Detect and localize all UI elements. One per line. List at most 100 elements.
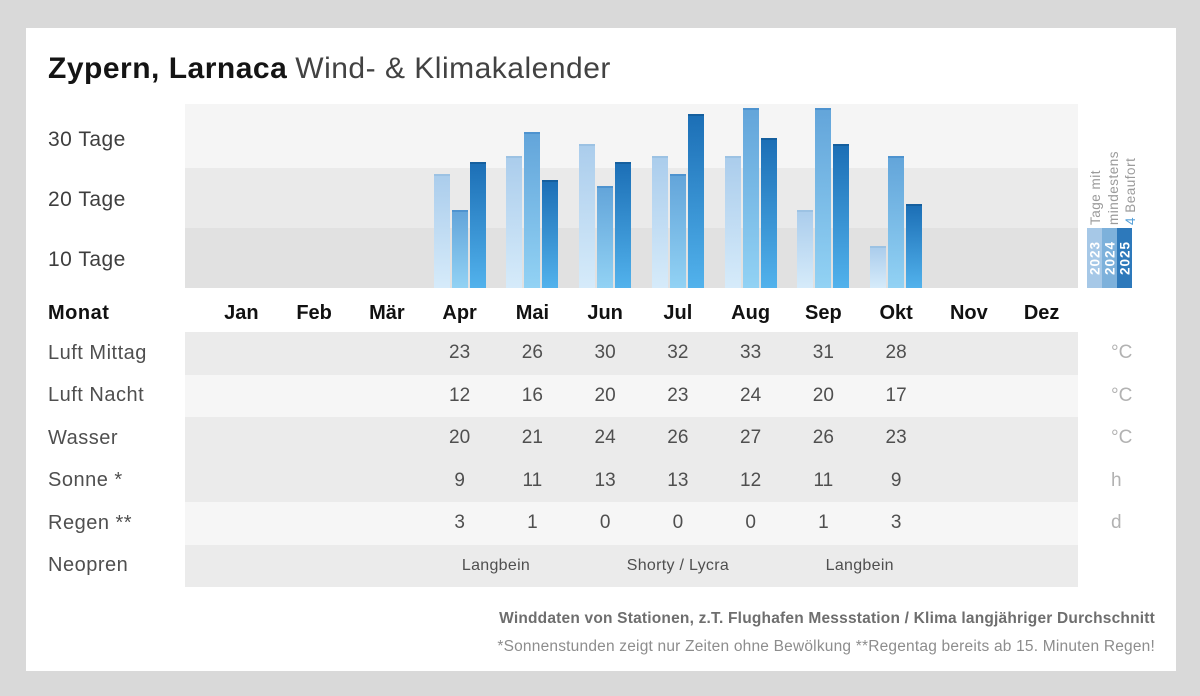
bar-2025-mai: [542, 180, 559, 288]
bar-2023-aug: [724, 156, 741, 288]
legend-caption-line2: mindestens: [1105, 150, 1121, 225]
cell-okt: 17: [885, 384, 907, 406]
month-header-okt: Okt: [879, 301, 913, 324]
bar-2025-jun: [615, 162, 632, 288]
bar-2024-apr: [451, 210, 468, 288]
cell-apr: 9: [454, 469, 465, 491]
cell-jan: [205, 332, 278, 375]
table-row-neopren: Neopren Langbein Shorty / Lycra Langbein: [26, 544, 1176, 587]
cell-mai: 11: [522, 469, 543, 491]
bar-2024-sep: [815, 108, 832, 288]
month-header-jun: Jun: [587, 301, 623, 324]
cell-mai: 21: [521, 427, 543, 449]
bar-2024-okt: [888, 156, 905, 288]
legend-year-label-2025: 2025: [1117, 240, 1132, 276]
cell-mai: 16: [521, 384, 543, 406]
chart-band-30-days: [185, 104, 1078, 168]
row-cells: 23 26 30 32 33 31 28: [185, 332, 1078, 375]
y-axis-tick-30: 30 Tage: [48, 128, 126, 151]
cell-aug: 33: [740, 342, 762, 364]
cell-okt: 23: [885, 427, 907, 449]
table-row-luft-nacht: Luft Nacht 12 16 20 23 24 20 17 °C: [26, 374, 1176, 418]
cell-nov: [933, 332, 1006, 375]
neopren-span: Langbein: [461, 556, 531, 574]
table-row-sonne: Sonne * 9 11 13 13 12 11 9 h: [26, 459, 1176, 503]
y-axis-tick-10: 10 Tage: [48, 248, 126, 271]
cell-apr: 12: [449, 384, 471, 406]
row-cells: 9 11 13 13 12 11 9: [185, 460, 1078, 503]
month-header-mai: Mai: [515, 301, 550, 324]
row-label: Luft Mittag: [48, 341, 147, 364]
table-row-luft-mittag: Luft Mittag 23 26 30 32 33 31 28 °C: [26, 332, 1176, 375]
row-unit: d: [1111, 512, 1122, 534]
bar-2025-jul: [687, 114, 704, 288]
month-header-feb: Feb: [296, 301, 332, 324]
row-background: [185, 459, 1078, 502]
y-axis-tick-20: 20 Tage: [48, 188, 126, 211]
row-label: Luft Nacht: [48, 384, 145, 407]
legend-beaufort-text: Beaufort: [1123, 157, 1138, 213]
legend-year-2023: 2023: [1087, 228, 1102, 288]
cell-mär: [351, 460, 424, 503]
cell-feb: [278, 502, 351, 545]
row-label: Wasser: [48, 426, 119, 449]
bar-2024-mai: [524, 132, 541, 288]
month-header-jan: Jan: [224, 301, 259, 324]
footer-footnotes: *Sonnenstunden zeigt nur Zeiten ohne Bew…: [497, 638, 1155, 655]
bar-2025-aug: [760, 138, 777, 288]
cell-nov: [933, 460, 1006, 503]
bar-2024-jul: [669, 174, 686, 288]
row-background: [185, 374, 1078, 417]
bar-2023-apr: [433, 174, 450, 288]
cell-dez: [1005, 332, 1078, 375]
month-header-cells: Jan Feb Mär Apr Mai Jun Jul Aug Sep Okt Nov Dez: [185, 294, 1078, 332]
row-label: Sonne *: [48, 469, 123, 492]
cell-apr: 3: [454, 512, 465, 534]
bar-2024-jun: [597, 186, 614, 288]
row-cells: 12 16 20 23 24 20 17: [185, 375, 1078, 418]
cell-jan: [205, 502, 278, 545]
page-title: Zypern, Larnaca Wind- & Klimakalender: [48, 50, 611, 88]
legend-year-2025: 2025: [1117, 228, 1132, 288]
title-subtitle: Wind- & Klimakalender: [295, 52, 611, 85]
cell-jun: 30: [594, 342, 616, 364]
month-header-jul: Jul: [663, 301, 693, 324]
cell-jan: [205, 375, 278, 418]
row-unit: °C: [1111, 427, 1133, 449]
cell-dez: [1005, 417, 1078, 460]
month-header-sep: Sep: [805, 301, 842, 324]
month-header-dez: Dez: [1023, 301, 1060, 324]
cell-jun: 0: [599, 512, 611, 534]
cell-sep: 11: [813, 469, 834, 491]
bar-2025-okt: [906, 204, 923, 288]
row-cells: 20 21 24 26 27 26 23: [185, 417, 1078, 460]
cell-nov: [933, 417, 1006, 460]
bar-2023-mai: [506, 156, 523, 288]
cell-jul: 23: [667, 384, 689, 406]
cell-sep: 1: [818, 512, 829, 534]
legend-year-label-2023: 2023: [1087, 240, 1102, 276]
legend-caption-line1: Tage mit: [1088, 169, 1103, 225]
footer-source-note: Winddaten von Stationen, z.T. Flughafen …: [499, 610, 1155, 627]
bar-2023-jun: [579, 144, 596, 288]
cell-jan: [205, 417, 278, 460]
cell-aug: 0: [745, 512, 756, 534]
month-header-apr: Apr: [442, 301, 477, 324]
cell-mär: [351, 417, 424, 460]
legend-beaufort-number: 4: [1123, 216, 1138, 225]
row-background: [185, 544, 1078, 587]
cell-feb: [278, 332, 351, 375]
row-unit: °C: [1111, 384, 1133, 406]
bar-2023-sep: [797, 210, 814, 288]
row-cells: 3 1 0 0 0 1 3: [185, 502, 1078, 545]
cell-mär: [351, 332, 424, 375]
month-header-row: Monat Jan Feb Mär Apr Mai Jun Jul Aug Sep Okt Nov D…: [26, 294, 1176, 332]
cell-jun: 24: [594, 427, 616, 449]
bar-2023-okt: [870, 246, 887, 288]
cell-sep: 20: [812, 384, 834, 406]
cell-feb: [278, 417, 351, 460]
cell-jun: 20: [594, 384, 616, 406]
legend-year-label-2024: 2024: [1102, 240, 1117, 276]
month-header-nov: Nov: [949, 301, 988, 324]
row-background: [185, 502, 1078, 545]
